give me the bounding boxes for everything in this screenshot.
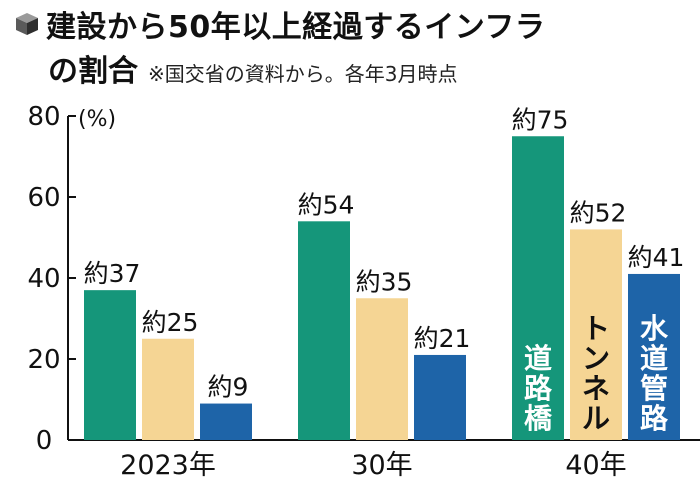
bar-トンネル-2023年 bbox=[142, 338, 194, 440]
x-tick-label: 30年 bbox=[351, 450, 412, 481]
y-axis-unit-label: (%) bbox=[78, 107, 116, 132]
bar-道路橋-40年 bbox=[512, 136, 564, 440]
y-tick-label: 40 bbox=[27, 264, 60, 294]
data-label: 約75 bbox=[512, 105, 569, 134]
y-ticks: 0 20 40 60 80 bbox=[27, 102, 76, 456]
y-tick-label: 80 bbox=[27, 102, 60, 132]
data-label: 約52 bbox=[570, 198, 627, 227]
chart-title: 建設から50年以上経過するインフラ bbox=[46, 10, 546, 45]
bar-トンネル-30年 bbox=[356, 298, 408, 440]
y-tick-label: 60 bbox=[27, 183, 60, 213]
bar-水道管路-40年 bbox=[628, 273, 680, 440]
title-line-1: 建設から50年以上経過するインフラ bbox=[14, 4, 694, 45]
data-label: 約54 bbox=[298, 190, 355, 219]
data-label: 約25 bbox=[142, 308, 199, 337]
x-tick-labels: 2023年 30年 40年 bbox=[120, 450, 627, 481]
data-label: 約35 bbox=[356, 267, 413, 296]
title-line-2: の割合 ※国交省の資料から。各年3月時点 bbox=[14, 46, 694, 90]
data-label: 約21 bbox=[414, 324, 471, 353]
bar-トンネル-40年 bbox=[570, 229, 622, 440]
title-block: 建設から50年以上経過するインフラ の割合 ※国交省の資料から。各年3月時点 bbox=[14, 4, 694, 90]
y-tick-label: 20 bbox=[27, 345, 60, 375]
bar-道路橋-30年 bbox=[298, 221, 350, 440]
bar-水道管路-2023年 bbox=[200, 403, 252, 440]
bar-水道管路-30年 bbox=[414, 354, 466, 440]
data-label: 約37 bbox=[84, 259, 141, 288]
x-tick-label: 40年 bbox=[565, 450, 626, 481]
bar-道路橋-2023年 bbox=[84, 290, 136, 440]
chart-title-continued: の割合 bbox=[48, 54, 138, 89]
x-tick-label: 2023年 bbox=[120, 450, 216, 481]
y-tick-label: 0 bbox=[36, 426, 53, 456]
data-label: 約9 bbox=[208, 373, 249, 402]
data-label: 約41 bbox=[628, 243, 685, 272]
series-label-道路橋: 道路橋 bbox=[524, 342, 553, 435]
series-label-水道管路: 水道管路 bbox=[640, 312, 669, 435]
cube-icon bbox=[16, 13, 38, 35]
chart-subtitle: ※国交省の資料から。各年3月時点 bbox=[148, 62, 458, 86]
series-label-トンネル: トンネル bbox=[582, 312, 610, 435]
